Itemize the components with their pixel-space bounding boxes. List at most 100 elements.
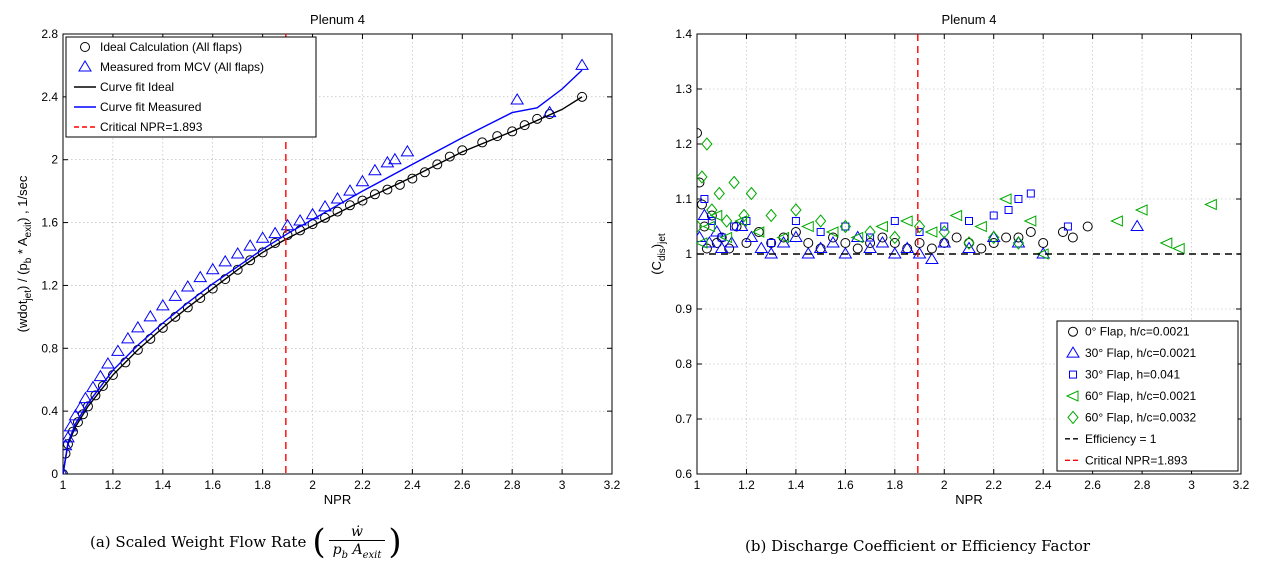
chart1-group: 1 1.2 1.4 1.6 1.8 2 2.2 2.4 2.6 2.8 3 3.2 0 0.4 0.8 1.2… [15, 12, 621, 507]
chart2-series-0-point-2 [697, 199, 707, 210]
chart2-ytick-label-8: 1.4 [675, 27, 692, 41]
chart2-ytick-label-7: 1.3 [675, 82, 692, 96]
chart2-series-0-point-36 [1067, 232, 1078, 243]
chart1-series-1-point-17 [193, 270, 208, 283]
chart1-xtick-label-8: 2.6 [454, 478, 471, 492]
chart2-series-2-point-9 [866, 233, 875, 242]
chart2-series-3-point-7 [801, 220, 814, 233]
chart2-series-3-point-6 [776, 231, 790, 244]
chart1-axes-frame [62, 33, 613, 475]
chart1-series-1-point-33 [388, 152, 402, 165]
chart2-series-0-point-8 [724, 243, 735, 254]
chart2-series-1-point-2 [702, 236, 717, 248]
chart2-plot-area [697, 34, 1241, 474]
chart2-legend-item-5-label: Efficiency = 1 [1085, 432, 1157, 446]
chart2-series-4-point-7 [738, 208, 750, 223]
chart2-series-1-point-1 [697, 208, 712, 220]
chart1-legend-item-0-label: Ideal Calculation (All flaps) [100, 40, 242, 54]
chart1-series-0-point-41 [519, 120, 530, 131]
chart2-series-0-point-17 [828, 232, 838, 243]
chart2-series-2-point-5 [767, 239, 776, 247]
chart2-series-4-point-16 [938, 225, 950, 239]
chart2-series-3-point-11 [899, 215, 913, 227]
chart1-series-0-point-30 [369, 189, 380, 200]
chart1-ytick-label-2: 0.8 [41, 341, 58, 355]
chart1-ytick-label-0: 0 [51, 467, 58, 481]
chart1-series-1-point-12 [130, 320, 145, 333]
chart2-series-1-point-14 [826, 236, 840, 248]
chart2-series-0-point-14 [790, 227, 801, 237]
chart1-series-1-point-20 [230, 247, 245, 259]
chart2-series-4-point-1 [697, 170, 708, 184]
chart1-series-1-point-0 [63, 467, 68, 474]
chart1-series-0-point-23 [282, 230, 293, 241]
chart1-series-1-point-15 [168, 289, 183, 301]
chart2-series-2-point-18 [1063, 222, 1072, 231]
chart2-series-1-point-11 [789, 230, 803, 242]
chart2-series-4-point-2 [701, 137, 713, 151]
chart2-series-4-point-14 [889, 230, 901, 245]
chart2-series-2-point-1 [707, 217, 716, 225]
caption-right: (b) Discharge Coefficient or Efficiency … [745, 537, 1091, 555]
chart2-series-3-point-21 [1171, 242, 1185, 255]
chart2-series-4-point-3 [706, 203, 718, 217]
chart2-series-3-point-9 [850, 231, 864, 244]
chart2-series-2-point-8 [841, 222, 850, 231]
chart1-series-1-point-11 [120, 331, 135, 344]
chart2-xtick-label-7: 2.4 [1035, 478, 1052, 492]
chart2-series-4-point-18 [988, 230, 1000, 245]
caption-left: (a) Scaled Weight Flow Rate ( ẇ pb Aexit… [90, 522, 402, 562]
chart2-series-2-point-2 [717, 233, 726, 242]
chart1-legend: Ideal Calculation (All flaps) Measured fr… [65, 36, 317, 138]
chart1-series-3-line [63, 69, 583, 474]
chart2-series-0-point-33 [1025, 227, 1036, 237]
chart1-series-0-point-4 [72, 417, 83, 428]
chart1-ytick-label-6: 2.4 [41, 90, 58, 104]
chart1-xtick-label-11: 3.2 [604, 478, 621, 492]
chart2-title: Plenum 4 [942, 12, 997, 27]
chart2-legend-item-0-label: 0° Flap, h/c=0.0021 [1085, 325, 1190, 339]
chart1-xtick-label-3: 1.6 [204, 478, 221, 492]
chart1-series-1-point-35 [510, 93, 525, 105]
chart2-series-4-point-17 [963, 236, 975, 250]
chart2-ytick-label-6: 1.2 [675, 137, 692, 151]
chart2-legend-item-1-symbol [1066, 346, 1080, 358]
chart2-series-1-point-15 [838, 247, 853, 259]
chart2-ytick-label-0: 0.6 [675, 467, 692, 481]
chart2-series-3-point-19 [1134, 204, 1148, 216]
chart2-legend-item-4-symbol [1067, 410, 1079, 425]
chart2-ytick-label-5: 1.1 [675, 192, 692, 206]
chart1-series-1-point-21 [243, 239, 258, 251]
chart1-series-1-point-13 [143, 309, 158, 322]
chart2-legend-item-4-label: 60° Flap, h/c=0.0032 [1085, 410, 1197, 424]
chart2-series-4-point-9 [765, 208, 777, 223]
chart1-legend-item-3-label: Curve fit Measured [100, 100, 201, 114]
chart2-series-4-point-19 [1012, 236, 1025, 250]
chart1-legend-item-0-symbol [80, 42, 90, 52]
chart1-xtick-label-2: 1.4 [154, 478, 171, 492]
chart2-series-1-point-25 [986, 230, 1001, 242]
chart2-series-0-point-21 [877, 232, 888, 243]
chart1-xtick-label-9: 2.8 [504, 478, 521, 492]
chart2-series-1-point-23 [937, 236, 952, 248]
chart2-series-0-point-3 [699, 221, 710, 232]
chart2-legend-item-1-label: 30° Flap, h/c=0.0021 [1085, 346, 1197, 360]
chart2-series-4-point-15 [913, 219, 926, 234]
chart2-series-1-point-17 [863, 241, 877, 253]
chart2-legend: 0° Flap, h/c=0.0021 30° Flap, h/c=0.0021 3… [1056, 320, 1239, 472]
chart1-ylabel: (wdotjet) / (pb * Aexit) , 1/sec [15, 175, 34, 332]
chart2-series-1-point-12 [801, 247, 816, 259]
chart2-series-0-point-15 [803, 238, 814, 248]
chart2-series-2-point-11 [915, 228, 924, 236]
chart1-series-0-point-29 [357, 195, 368, 206]
chart2-series-1-point-20 [900, 241, 915, 253]
chart2-xtick-label-0: 1 [694, 478, 701, 492]
chart2-legend-item-3-symbol [1065, 390, 1079, 402]
chart2-series-3-point-10 [875, 220, 888, 233]
chart2-series-2-point-13 [965, 217, 973, 225]
chart2-series-0-point-1 [697, 177, 705, 188]
chart2-series-1-point-7 [744, 230, 759, 242]
chart1-series-0-point-3 [67, 426, 78, 437]
chart1-xtick-label-0: 1 [60, 478, 67, 492]
